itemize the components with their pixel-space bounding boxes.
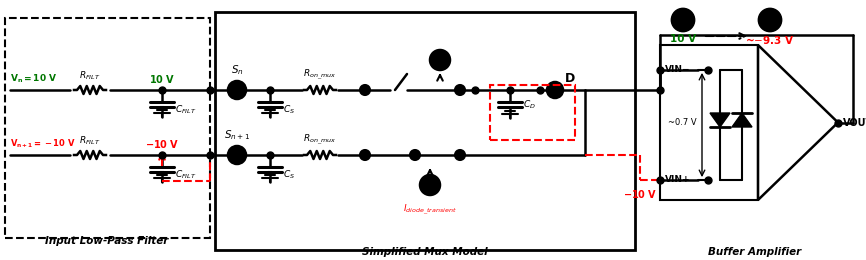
Text: $\mathbf{-10\ V}$: $\mathbf{-10\ V}$ (145, 138, 179, 150)
Text: $C_D$: $C_D$ (523, 99, 536, 111)
Text: $\mathbf{-10\ V}$: $\mathbf{-10\ V}$ (623, 188, 657, 200)
Text: 2: 2 (766, 14, 774, 27)
Bar (660, 45, 758, 200)
Text: Buffer Amplifier: Buffer Amplifier (708, 247, 802, 257)
Circle shape (759, 9, 781, 31)
Text: 1: 1 (436, 55, 444, 65)
Text: ~$-$9.3 V: ~$-$9.3 V (746, 34, 795, 46)
Text: $\mathbf{V_n = 10\ V}$: $\mathbf{V_n = 10\ V}$ (10, 73, 57, 85)
Polygon shape (710, 113, 730, 127)
Text: $S_n$: $S_n$ (230, 63, 243, 77)
Bar (5, 18, 210, 238)
Circle shape (455, 85, 465, 95)
Circle shape (430, 50, 450, 70)
Text: Input Low-Pass Filter: Input Low-Pass Filter (45, 236, 169, 246)
Circle shape (420, 175, 440, 195)
Text: $S_{n+1}$: $S_{n+1}$ (224, 128, 250, 142)
Text: $R_{on\_mux}$: $R_{on\_mux}$ (303, 133, 337, 147)
Polygon shape (732, 113, 752, 127)
Circle shape (672, 9, 694, 31)
Circle shape (360, 150, 370, 160)
Text: $R_{FILT}$: $R_{FILT}$ (79, 134, 100, 147)
Circle shape (455, 150, 465, 160)
Text: $\mathbf{V_{n+1} = -10\ V}$: $\mathbf{V_{n+1} = -10\ V}$ (10, 138, 75, 150)
Text: ~0.7 V: ~0.7 V (668, 118, 696, 127)
Text: Simplified Mux Model: Simplified Mux Model (362, 247, 488, 257)
Text: 10 V: 10 V (670, 34, 696, 44)
Circle shape (228, 146, 246, 164)
Text: VIN+: VIN+ (665, 176, 690, 185)
Text: VOUT: VOUT (843, 118, 866, 127)
Circle shape (547, 82, 563, 98)
Text: VIN−: VIN− (665, 66, 690, 75)
Bar (215, 12, 635, 250)
Text: $C_S$: $C_S$ (283, 169, 295, 181)
Circle shape (410, 150, 420, 160)
Text: $I_{diode\_transient}$: $I_{diode\_transient}$ (403, 203, 457, 217)
Text: $R_{FILT}$: $R_{FILT}$ (79, 69, 100, 82)
Text: $C_{FILT}$: $C_{FILT}$ (175, 169, 197, 181)
Text: $C_S$: $C_S$ (283, 104, 295, 116)
Circle shape (228, 81, 246, 99)
Text: $C_{FILT}$: $C_{FILT}$ (175, 104, 197, 116)
Bar (490, 85, 575, 140)
Text: $R_{on\_mux}$: $R_{on\_mux}$ (303, 68, 337, 82)
Circle shape (360, 85, 370, 95)
Text: $\mathbf{10\ V}$: $\mathbf{10\ V}$ (149, 73, 175, 85)
Text: 1: 1 (679, 14, 688, 27)
Text: 2: 2 (426, 180, 434, 190)
Text: D: D (565, 72, 575, 85)
